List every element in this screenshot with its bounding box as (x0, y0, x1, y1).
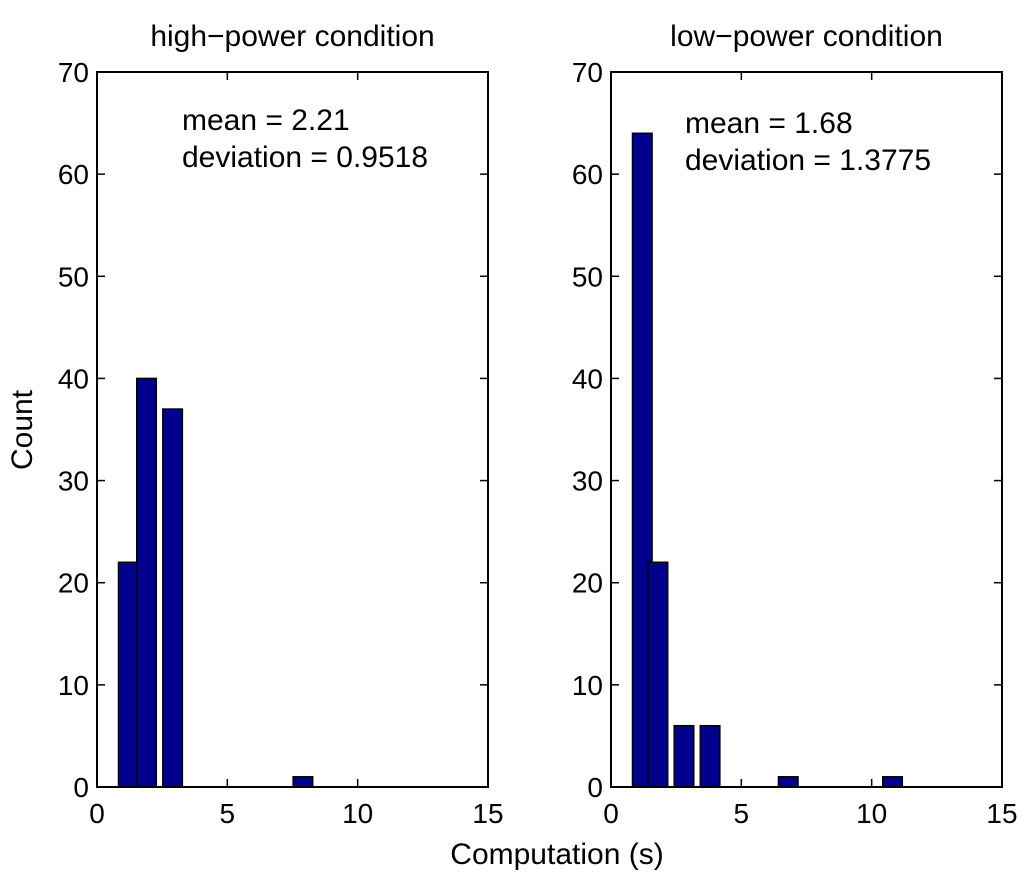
y-tick-label: 50 (58, 261, 89, 292)
histogram-bar (117, 561, 139, 788)
deviation-annotation: deviation = 0.9518 (182, 141, 428, 174)
x-tick-label: 10 (856, 798, 887, 829)
histogram-bar (136, 377, 158, 788)
chart-panel-low-power: 0 10 20 30 40 50 60 70 0 5 10 15 low−power condition… (572, 20, 1018, 829)
y-tick-label: 40 (572, 363, 603, 394)
y-tick-label: 60 (58, 159, 89, 190)
y-tick-label: 10 (572, 670, 603, 701)
y-axis-label: Count (6, 389, 39, 470)
y-tick-label: 40 (58, 363, 89, 394)
mean-annotation: mean = 1.68 (685, 107, 853, 140)
y-tick-label: 70 (572, 57, 603, 88)
plot-frame (96, 71, 489, 788)
y-tick-label: 10 (58, 670, 89, 701)
chart-panel-high-power: 0 10 20 30 40 50 60 70 0 5 10 15 high−power conditio… (58, 20, 504, 829)
histogram-bar (292, 776, 314, 788)
y-tick-label: 0 (73, 772, 89, 803)
histogram-bar (162, 408, 184, 788)
histogram-bar (647, 561, 669, 788)
x-tick-label: 5 (220, 798, 236, 829)
mean-annotation: mean = 2.21 (182, 104, 350, 137)
x-tick-label: 15 (472, 798, 503, 829)
histogram-bar (777, 776, 799, 788)
x-tick-label: 10 (342, 798, 373, 829)
x-axis-label: Computation (s) (450, 838, 663, 871)
plot-frame (610, 71, 1003, 788)
histogram-bar (673, 724, 695, 788)
x-tick-label: 5 (734, 798, 750, 829)
y-tick-label: 0 (587, 772, 603, 803)
histogram-bar (881, 776, 904, 788)
y-tick-label: 50 (572, 261, 603, 292)
y-tick-label: 70 (58, 57, 89, 88)
x-tick-label: 0 (89, 798, 105, 829)
deviation-annotation: deviation = 1.3775 (685, 144, 931, 177)
panel-title: high−power condition (150, 20, 434, 53)
y-tick-label: 60 (572, 159, 603, 190)
histogram-bar (699, 724, 721, 788)
y-tick-label: 20 (58, 568, 89, 599)
x-tick-label: 0 (603, 798, 619, 829)
panel-title: low−power condition (670, 20, 943, 53)
y-tick-label: 30 (58, 466, 89, 497)
x-tick-label: 15 (986, 798, 1017, 829)
y-tick-label: 20 (572, 568, 603, 599)
y-tick-label: 30 (572, 466, 603, 497)
